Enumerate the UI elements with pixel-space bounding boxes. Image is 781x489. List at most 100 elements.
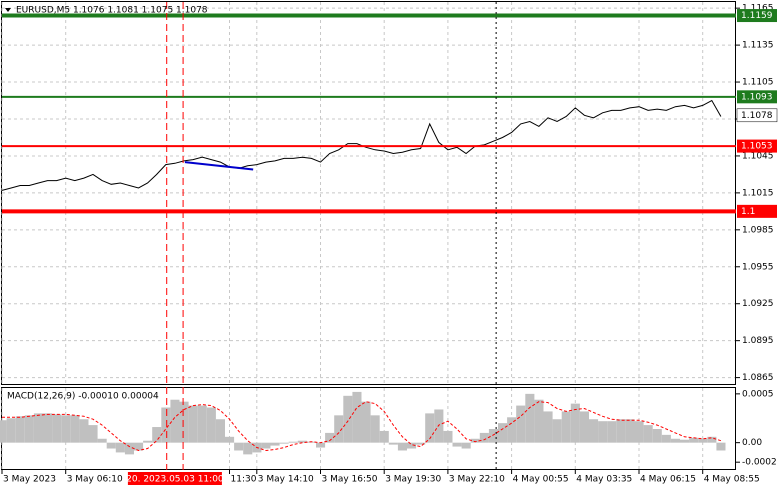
histogram-bar: [379, 430, 389, 443]
level-label: 1.1093: [741, 92, 773, 102]
histogram-bar: [643, 425, 653, 443]
histogram-bar: [170, 399, 180, 443]
histogram-bar: [598, 421, 608, 443]
histogram-bar: [698, 438, 708, 443]
histogram-bar: [297, 440, 307, 443]
x-tick-label: 4 May 08:55: [704, 475, 760, 485]
histogram-bar: [625, 419, 635, 443]
histogram-bar: [52, 414, 62, 443]
histogram-bar: [707, 436, 717, 443]
histogram-bar: [343, 395, 353, 443]
histogram-bar: [443, 430, 453, 443]
level-label: 1.1053: [741, 142, 773, 152]
x-tick-label: 4 May 06:15: [640, 475, 696, 485]
crosshair-box: [127, 472, 222, 485]
histogram-bar: [416, 442, 426, 445]
histogram-bar: [43, 413, 53, 443]
histogram-bar: [561, 411, 571, 443]
histogram-bar: [498, 423, 508, 443]
x-tick-label: 3 May 16:50: [322, 475, 378, 485]
x-tick-label: 4 May 00:55: [513, 475, 569, 485]
histogram-bar: [88, 425, 98, 443]
histogram-bar: [79, 419, 89, 443]
histogram-bar: [570, 403, 580, 443]
histogram-bar: [370, 415, 380, 443]
histogram-bar: [452, 442, 462, 447]
histogram-bar: [488, 429, 498, 443]
histogram-bar: [6, 418, 16, 443]
histogram-bar: [479, 432, 489, 443]
histogram-bar: [97, 438, 107, 443]
histogram-bar: [607, 421, 617, 443]
level-label-box: [737, 9, 777, 23]
y-tick-label: 1.1045: [742, 151, 774, 161]
histogram-bar: [352, 391, 362, 443]
histogram-bar: [634, 421, 644, 443]
histogram-bar: [652, 429, 662, 443]
histogram-bar: [243, 442, 253, 455]
level-label: 1.1159: [741, 11, 773, 21]
histogram-bar: [152, 427, 162, 443]
y-tick-label: 1.1105: [742, 78, 774, 88]
crosshair-label: 20. 2023.05.03 11:00: [126, 475, 224, 485]
chart-title: MACD(12,26,9) -0.00010 0.00004: [7, 392, 159, 402]
histogram-bar: [470, 438, 480, 443]
histogram-bar: [661, 434, 671, 443]
histogram-bar: [0, 420, 7, 443]
x-tick-label: 3 May 14:10: [258, 475, 314, 485]
histogram-bar: [225, 436, 235, 443]
histogram-bar: [215, 419, 225, 443]
level-label-box: [737, 139, 777, 153]
histogram-bar: [334, 415, 344, 443]
x-tick-label: 3 May 22:10: [449, 475, 505, 485]
histogram-bar: [143, 440, 153, 443]
histogram-bar: [106, 442, 116, 449]
histogram-bar: [316, 442, 326, 448]
histogram-bar: [552, 419, 562, 443]
histogram-bar: [179, 401, 189, 443]
histogram-bar: [425, 413, 435, 443]
histogram-bar: [716, 442, 726, 451]
histogram-bar: [325, 432, 335, 443]
histogram-bar: [197, 405, 207, 443]
histogram-bar: [161, 407, 171, 443]
y-tick-label: 1.0985: [742, 225, 774, 235]
y-tick-label: 1.1165: [742, 4, 774, 14]
level-label: 1.1: [741, 207, 755, 217]
histogram-bar: [388, 442, 398, 445]
title-arrow: [5, 8, 11, 12]
histogram-bar: [680, 439, 690, 443]
histogram-bar: [33, 413, 43, 443]
y-tick-label: 0.0005: [742, 389, 774, 399]
histogram-bar: [24, 415, 34, 443]
histogram-bar: [288, 441, 298, 443]
histogram-bar: [270, 442, 280, 446]
histogram-bar: [115, 442, 125, 453]
histogram-bar: [534, 399, 544, 443]
y-tick-label: 1.0895: [742, 336, 774, 346]
histogram-bar: [61, 415, 71, 443]
histogram-bar: [279, 442, 289, 444]
histogram-bar: [516, 405, 526, 443]
price-layer: [1, 2, 740, 385]
histogram-bar: [261, 442, 271, 449]
level-label-box: [737, 204, 777, 218]
histogram-bar: [234, 442, 244, 451]
histogram-bar: [689, 437, 699, 443]
histogram-bar: [15, 416, 25, 443]
histogram-bar: [407, 442, 417, 449]
histogram-bar: [461, 442, 471, 449]
histogram-bar: [670, 438, 680, 443]
histogram-bar: [188, 405, 198, 443]
y-tick-label: -0.0002: [742, 458, 777, 468]
histogram-bar: [543, 411, 553, 443]
y-tick-label: 1.1015: [742, 188, 774, 198]
macd-layer: [0, 388, 740, 470]
last-price-label: 1.1078: [741, 111, 773, 121]
histogram-bar: [579, 411, 589, 443]
last-price-box: [736, 108, 778, 123]
histogram-bar: [525, 393, 535, 443]
level-label-box: [737, 90, 777, 104]
